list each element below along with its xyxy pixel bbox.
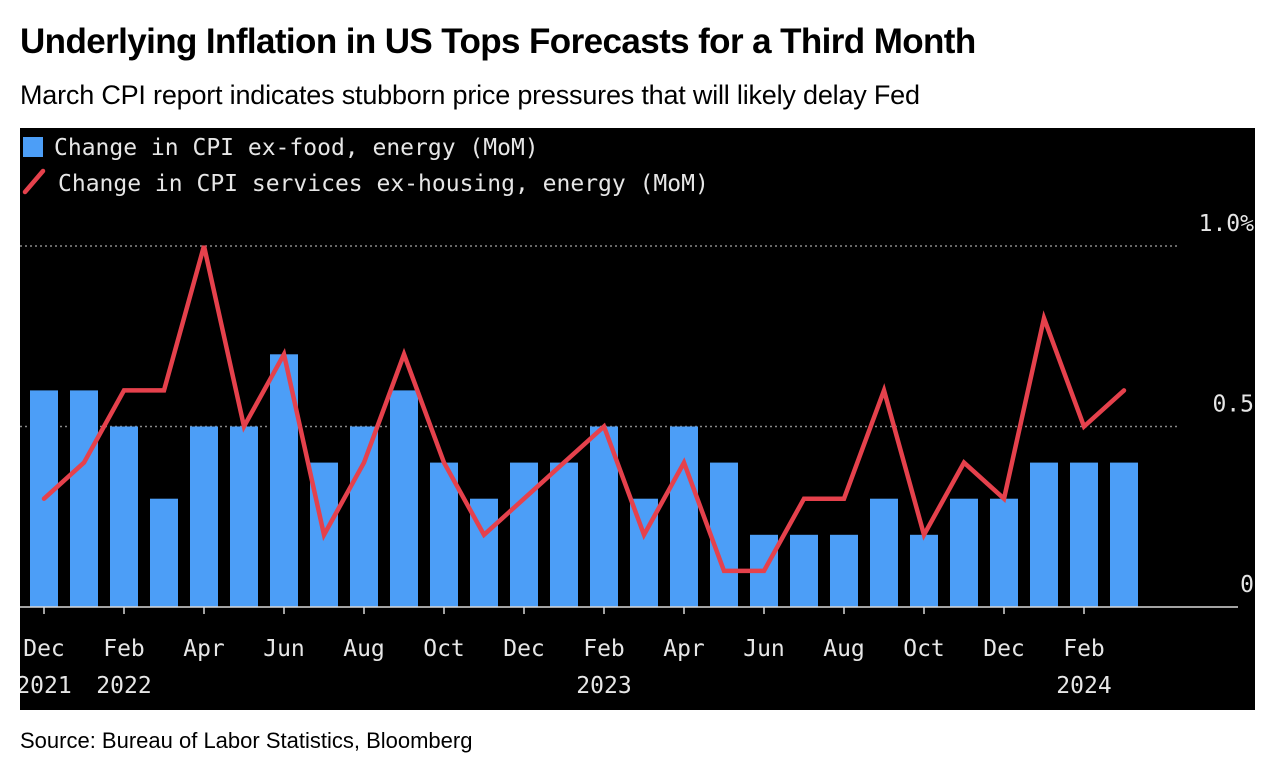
x-tick-month: Feb (583, 636, 625, 662)
bar (870, 498, 898, 607)
x-tick-month: Jun (743, 636, 785, 662)
legend: Change in CPI ex-food, energy (MoM) Chan… (22, 135, 709, 197)
services-line (41, 245, 1127, 574)
source-note: Source: Bureau of Labor Statistics, Bloo… (20, 728, 473, 753)
x-tick-month: Aug (343, 636, 385, 662)
legend-label-line: Change in CPI services ex-housing, energ… (58, 171, 709, 197)
x-tick-month: Apr (183, 636, 225, 662)
x-tick-year: 2023 (576, 673, 631, 699)
chart-svg: 0 0.5 1.0% Dec 2021 Feb 2022 Apr Jun Aug Oct Dec Feb… (20, 135, 1254, 699)
x-tick-month: Oct (903, 636, 945, 662)
chart-subtitle: March CPI report indicates stubborn pric… (20, 80, 920, 110)
line-series (41, 245, 1127, 574)
bar (950, 498, 978, 607)
bar (150, 498, 178, 607)
bar (710, 462, 738, 607)
bar (190, 426, 218, 607)
bar (550, 462, 578, 607)
chart-area: 0 0.5 1.0% Dec 2021 Feb 2022 Apr Jun Aug Oct Dec Feb… (20, 128, 1255, 710)
bar (670, 426, 698, 607)
x-tick-month: Jun (263, 636, 305, 662)
bar (1070, 462, 1098, 607)
bar (70, 390, 98, 607)
y-tick-label: 0.5 (1212, 392, 1254, 418)
bar (390, 390, 418, 607)
x-tick-month: Aug (823, 636, 865, 662)
bar (1030, 462, 1058, 607)
bar (350, 426, 378, 607)
x-tick-year: 2021 (20, 673, 72, 699)
bar (230, 426, 258, 607)
x-tick-month: Feb (1063, 636, 1105, 662)
x-tick-month: Oct (423, 636, 465, 662)
x-tick-month: Dec (983, 636, 1025, 662)
bar (990, 498, 1018, 607)
y-tick-label: 1.0% (1199, 211, 1255, 237)
x-tick-year: 2024 (1056, 673, 1111, 699)
x-tick-month: Feb (103, 636, 145, 662)
x-tick-month: Dec (503, 636, 545, 662)
bar (790, 534, 818, 607)
chart-title: Underlying Inflation in US Tops Forecast… (20, 22, 976, 61)
bar (510, 462, 538, 607)
x-tick-month: Apr (663, 636, 705, 662)
bar-series (30, 354, 1138, 607)
legend-swatch-line (22, 168, 46, 195)
y-tick-label: 0 (1240, 572, 1254, 598)
x-tick-month: Dec (23, 636, 65, 662)
legend-label-bar: Change in CPI ex-food, energy (MoM) (54, 135, 539, 161)
gridlines (20, 245, 1178, 428)
bar (1110, 462, 1138, 607)
bar (430, 462, 458, 607)
x-tick-year: 2022 (96, 673, 151, 699)
axes: 0 0.5 1.0% Dec 2021 Feb 2022 Apr Jun Aug Oct Dec Feb… (20, 211, 1254, 699)
legend-swatch-bar (23, 137, 43, 157)
bar (110, 426, 138, 607)
bar (910, 534, 938, 607)
bar (830, 534, 858, 607)
